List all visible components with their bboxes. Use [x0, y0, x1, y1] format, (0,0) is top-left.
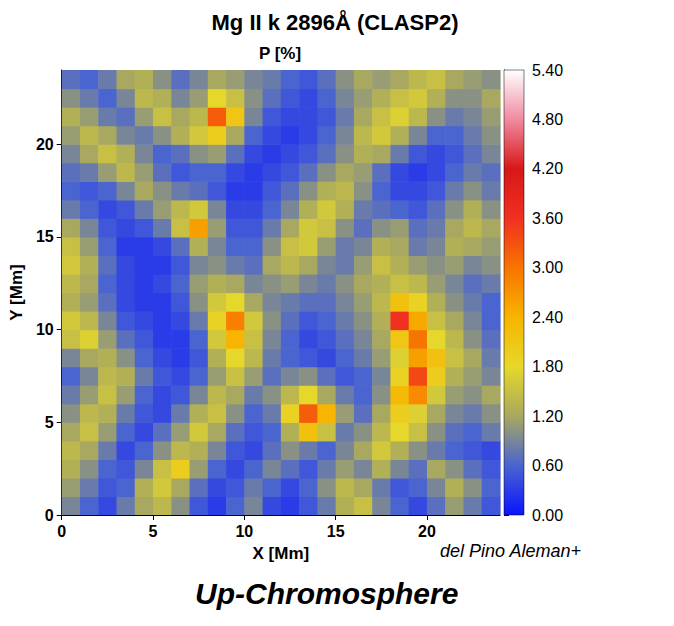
svg-text:0.60: 0.60 — [532, 457, 563, 474]
svg-text:0: 0 — [45, 507, 54, 524]
svg-text:X [Mm]: X [Mm] — [253, 544, 310, 563]
svg-text:Mg II k 2896Å (CLASP2): Mg II k 2896Å (CLASP2) — [212, 9, 459, 35]
svg-text:5: 5 — [45, 414, 54, 431]
svg-text:4.80: 4.80 — [532, 111, 563, 128]
svg-text:20: 20 — [418, 523, 436, 540]
svg-text:2.40: 2.40 — [532, 309, 563, 326]
svg-text:del Pino Aleman+: del Pino Aleman+ — [440, 541, 581, 561]
svg-text:0.00: 0.00 — [532, 507, 563, 524]
svg-text:10: 10 — [235, 523, 253, 540]
svg-text:10: 10 — [36, 321, 54, 338]
svg-text:0: 0 — [57, 523, 66, 540]
svg-text:5.40: 5.40 — [532, 62, 563, 79]
svg-text:3.00: 3.00 — [532, 259, 563, 276]
svg-text:1.80: 1.80 — [532, 358, 563, 375]
svg-text:Up-Chromosphere: Up-Chromosphere — [195, 577, 458, 610]
svg-text:3.60: 3.60 — [532, 210, 563, 227]
svg-text:1.20: 1.20 — [532, 408, 563, 425]
svg-text:15: 15 — [327, 523, 345, 540]
svg-text:5: 5 — [149, 523, 158, 540]
svg-text:20: 20 — [36, 136, 54, 153]
svg-text:4.20: 4.20 — [532, 160, 563, 177]
svg-text:Y [Mm]: Y [Mm] — [7, 264, 26, 320]
svg-text:15: 15 — [36, 228, 54, 245]
svg-text:P [%]: P [%] — [259, 44, 301, 63]
